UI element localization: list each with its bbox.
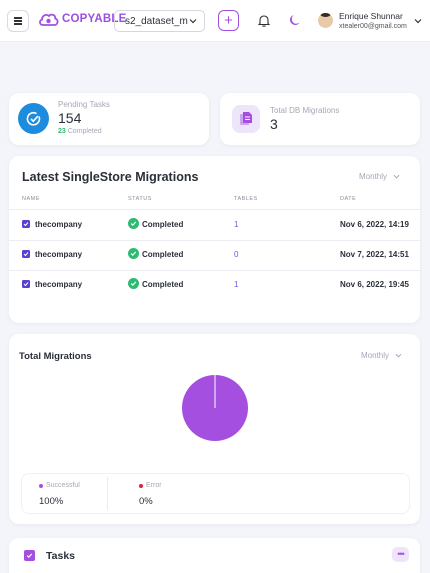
table-divider <box>9 270 420 271</box>
total-db-migrations-value: 3 <box>270 116 278 132</box>
check-circle-icon <box>128 278 139 289</box>
chart-legend: Successful 100% Error 0% <box>21 473 410 514</box>
total-db-migrations-card: Total DB Migrations 3 <box>220 93 420 145</box>
latest-migrations-title: Latest SingleStore Migrations <box>22 170 199 184</box>
legend-dot-error <box>139 484 143 488</box>
chevron-down-icon <box>189 19 197 24</box>
row-tables: 1 <box>234 280 239 289</box>
pending-tasks-label: Pending Tasks <box>58 100 110 109</box>
total-period-value: Monthly <box>361 351 390 360</box>
tasks-check-icon <box>18 103 49 134</box>
tasks-card: Tasks ••• <box>9 538 420 573</box>
user-name: Enrique Shunnar <box>339 11 403 21</box>
logo-text: COPYABLE <box>62 13 127 25</box>
pending-tasks-value: 154 <box>58 110 82 126</box>
table-row[interactable]: thecompany Completed 1 Nov 6, 2022, 14:1… <box>9 210 420 240</box>
tasks-title: Tasks <box>46 550 75 562</box>
bell-icon[interactable] <box>258 14 270 27</box>
row-tables: 0 <box>234 250 239 259</box>
user-email: xtealer00@gmail.com <box>339 23 407 30</box>
moon-icon[interactable] <box>289 14 301 26</box>
legend-divider <box>107 477 108 510</box>
row-checkbox[interactable] <box>22 280 30 288</box>
table-divider <box>9 240 420 241</box>
legend-value-successful: 100% <box>39 496 64 507</box>
total-db-migrations-label: Total DB Migrations <box>270 106 340 115</box>
column-header-tables[interactable]: TABLES <box>234 196 258 202</box>
total-period-dropdown[interactable]: Monthly <box>361 351 402 360</box>
row-tables: 1 <box>234 220 239 229</box>
legend-dot-successful <box>39 484 43 488</box>
checkbox-icon <box>24 550 35 561</box>
completed-label: Completed <box>67 128 102 135</box>
total-migrations-card: Total Migrations Monthly Successful 100%… <box>9 334 420 524</box>
row-date: Nov 7, 2022, 14:51 <box>340 250 409 259</box>
user-avatar[interactable] <box>318 13 333 28</box>
check-circle-icon <box>128 248 139 259</box>
check-circle-icon <box>128 218 139 229</box>
more-options-button[interactable]: ••• <box>392 547 409 562</box>
column-header-name[interactable]: NAME <box>22 196 40 202</box>
row-date: Nov 6, 2022, 19:45 <box>340 280 409 289</box>
legend-label-successful: Successful <box>46 482 80 489</box>
column-header-status[interactable]: STATUS <box>128 196 152 202</box>
app-header: COPYABLE s2_dataset_m + Enrique Shunnar … <box>0 0 430 42</box>
total-migrations-title: Total Migrations <box>19 351 92 362</box>
column-header-date[interactable]: DATE <box>340 196 357 202</box>
legend-label-error: Error <box>146 482 162 489</box>
chevron-down-icon <box>393 174 400 179</box>
dataset-select-value: s2_dataset_m <box>125 15 188 27</box>
table-row[interactable]: thecompany Completed 0 Nov 7, 2022, 14:5… <box>9 240 420 270</box>
row-name: thecompany <box>35 280 83 289</box>
user-menu-chevron-icon[interactable] <box>414 17 422 25</box>
row-name: thecompany <box>35 250 83 259</box>
hamburger-icon <box>14 20 22 22</box>
row-status: Completed <box>142 220 184 229</box>
row-date: Nov 6, 2022, 14:19 <box>340 220 409 229</box>
row-checkbox[interactable] <box>22 250 30 258</box>
table-row[interactable]: thecompany Completed 1 Nov 6, 2022, 19:4… <box>9 270 420 300</box>
cloud-logo-icon <box>39 13 59 26</box>
legend-value-error: 0% <box>139 496 153 507</box>
menu-toggle-button[interactable] <box>7 10 29 32</box>
migrations-pie-chart <box>182 375 248 441</box>
latest-period-value: Monthly <box>359 172 388 181</box>
chevron-down-icon <box>395 353 402 358</box>
app-logo[interactable]: COPYABLE <box>38 11 126 27</box>
latest-migrations-card: Latest SingleStore Migrations Monthly NA… <box>9 156 420 323</box>
row-status: Completed <box>142 250 184 259</box>
pending-tasks-card: Pending Tasks 154 23 Completed <box>9 93 209 145</box>
add-button[interactable]: + <box>218 10 239 31</box>
completed-summary: 23 Completed <box>58 128 102 135</box>
documents-icon <box>232 105 260 133</box>
latest-period-dropdown[interactable]: Monthly <box>359 172 400 181</box>
completed-count: 23 <box>58 128 66 135</box>
row-name: thecompany <box>35 220 83 229</box>
row-status: Completed <box>142 280 184 289</box>
dataset-select[interactable]: s2_dataset_m <box>114 10 205 32</box>
table-divider <box>9 209 420 210</box>
row-checkbox[interactable] <box>22 220 30 228</box>
